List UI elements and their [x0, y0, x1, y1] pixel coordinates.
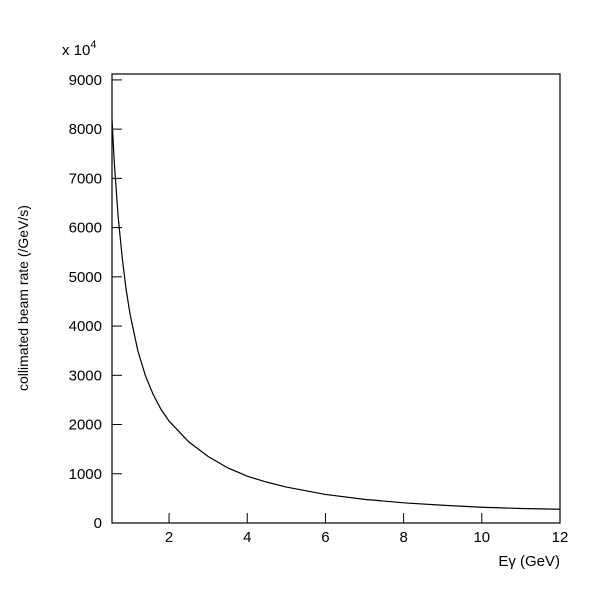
y-tick-label: 3000 — [69, 367, 102, 384]
x-tick-label: 6 — [321, 529, 329, 546]
x-tick-label: 4 — [243, 529, 251, 546]
y-tick-label: 6000 — [69, 220, 102, 237]
y-tick-label: 9000 — [69, 72, 102, 89]
y-tick-label: 2000 — [69, 417, 102, 434]
y-axis-label: collimated beam rate (/GeV/s) — [15, 205, 31, 391]
x-tick-label: 12 — [552, 529, 569, 546]
y-tick-label: 7000 — [69, 170, 102, 187]
plot-frame — [111, 73, 561, 524]
x-axis-label: Eγ (GeV) — [498, 553, 560, 570]
multiplier: x 104 — [62, 39, 96, 59]
x-tick-label: 8 — [399, 529, 407, 546]
y-tick-label: 5000 — [69, 269, 102, 286]
y-tick-label: 8000 — [69, 121, 102, 138]
y-tick-label: 1000 — [69, 466, 102, 483]
multiplier-exponent: 4 — [90, 39, 96, 51]
y-tick-label: 4000 — [69, 318, 102, 335]
x-tick-label: 2 — [165, 529, 173, 546]
multiplier-base: x 10 — [62, 42, 90, 59]
y-tick-label: 0 — [94, 515, 102, 532]
x-tick-label: 10 — [473, 529, 490, 546]
data-line — [111, 119, 561, 510]
